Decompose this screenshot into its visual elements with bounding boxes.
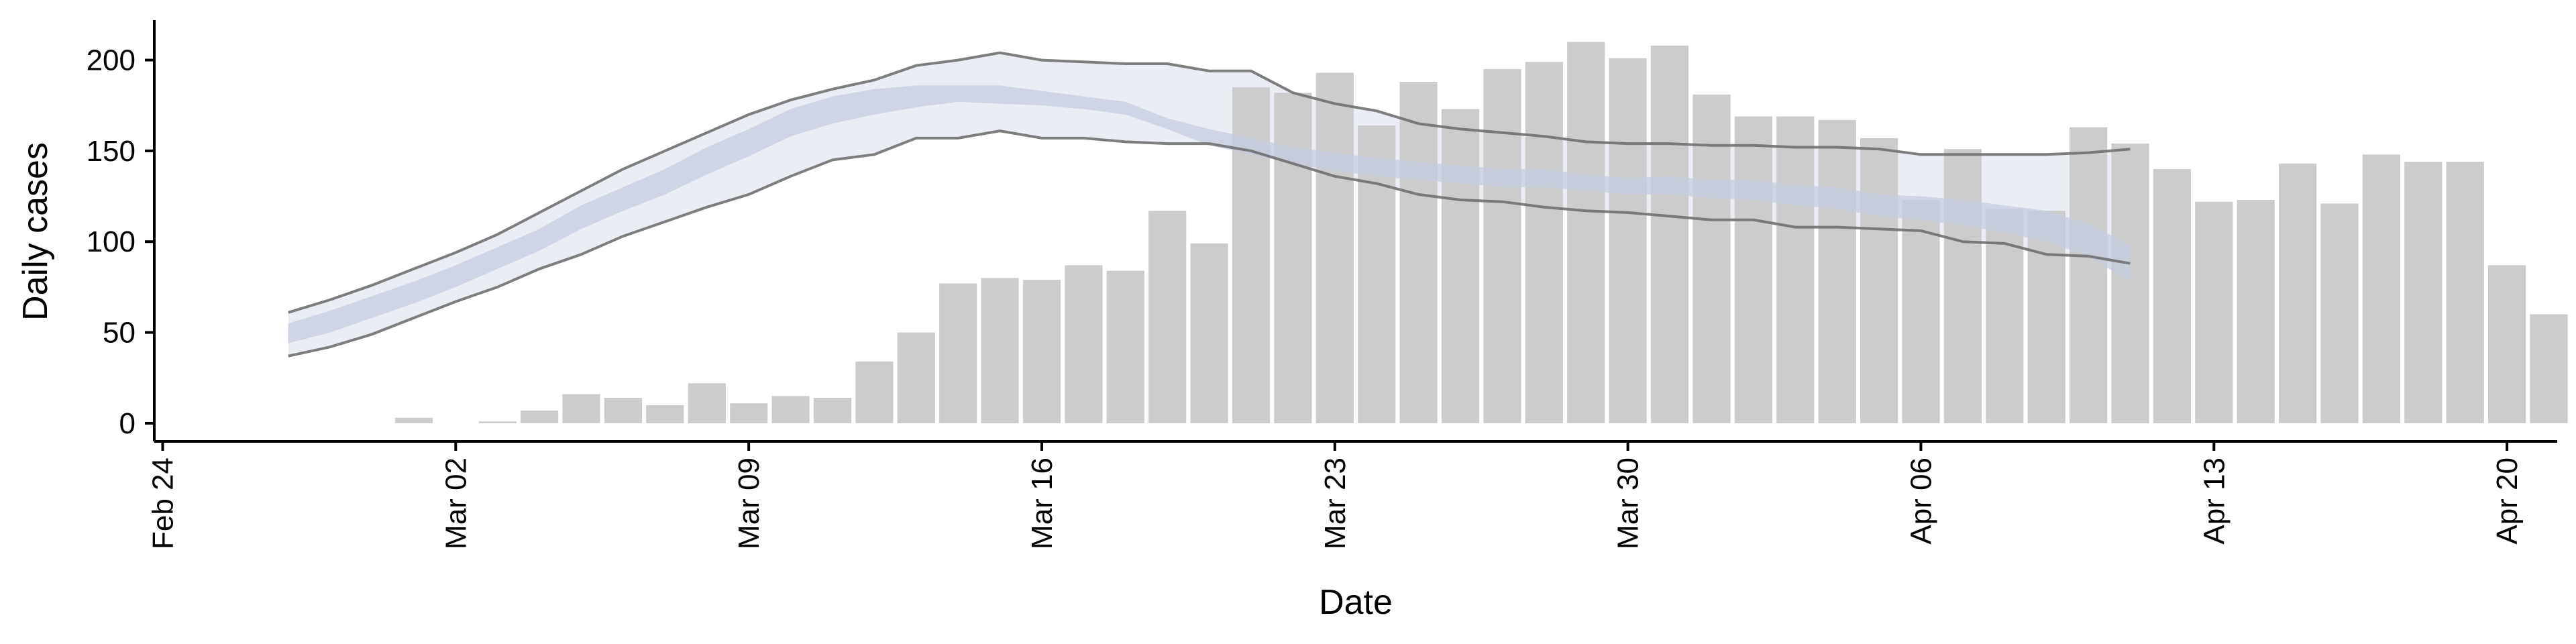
bar-day-24 bbox=[1148, 211, 1187, 423]
bar-day-21 bbox=[1022, 280, 1061, 423]
axes: 0 50 100 150 200 Feb 24 Mar 02 Mar 09 Mar 16 Mar … bbox=[87, 20, 2557, 549]
bar-day-13 bbox=[688, 383, 726, 423]
model-inner-band bbox=[288, 85, 2131, 343]
bar-day-55 bbox=[2446, 162, 2484, 423]
bar-day-10 bbox=[562, 394, 600, 423]
bar-day-44 bbox=[1986, 209, 2024, 423]
bar-day-54 bbox=[2404, 162, 2443, 423]
bar-day-18 bbox=[897, 332, 935, 423]
bar-day-25 bbox=[1190, 243, 1228, 423]
bar-day-32 bbox=[1483, 69, 1521, 423]
y-tick-label: 100 bbox=[87, 225, 136, 258]
y-axis-title: Daily cases bbox=[16, 142, 55, 321]
model-outer-interval-layer bbox=[288, 52, 2131, 356]
y-tick-label: 150 bbox=[87, 135, 136, 168]
bar-day-45 bbox=[2027, 211, 2065, 423]
bar-day-34 bbox=[1567, 42, 1605, 423]
bar-day-37 bbox=[1693, 95, 1731, 423]
bar-day-46 bbox=[2070, 127, 2108, 423]
y-tick-label: 200 bbox=[87, 44, 136, 77]
bar-day-53 bbox=[2362, 154, 2400, 423]
bar-day-43 bbox=[1943, 149, 1982, 423]
x-tick-label: Apr 13 bbox=[2198, 458, 2231, 545]
lower-bound-line bbox=[288, 129, 2131, 358]
x-tick-label: Mar 02 bbox=[439, 458, 472, 549]
bar-day-9 bbox=[521, 411, 559, 423]
x-tick-label: Apr 20 bbox=[2491, 458, 2524, 545]
bar-day-31 bbox=[1441, 109, 1480, 423]
y-tick-label: 50 bbox=[103, 317, 136, 350]
bar-day-39 bbox=[1776, 116, 1815, 423]
bar-day-15 bbox=[771, 396, 810, 423]
bar-day-49 bbox=[2195, 201, 2233, 423]
bar-day-42 bbox=[1902, 200, 1940, 423]
model-outer-band bbox=[288, 52, 2131, 356]
bar-day-35 bbox=[1609, 58, 1647, 423]
bar-day-30 bbox=[1399, 82, 1438, 423]
bar-day-38 bbox=[1734, 116, 1772, 423]
upper-bound-line bbox=[288, 51, 2131, 314]
x-axis-title: Date bbox=[1319, 583, 1393, 622]
bar-day-14 bbox=[730, 403, 768, 423]
x-tick-label: Mar 09 bbox=[733, 458, 765, 549]
bar-day-28 bbox=[1316, 72, 1354, 423]
bar-day-47 bbox=[2111, 144, 2149, 423]
bar-day-20 bbox=[981, 278, 1019, 423]
bar-day-57 bbox=[2530, 314, 2568, 423]
model-inner-band-layer bbox=[288, 85, 2131, 343]
bar-day-40 bbox=[1818, 119, 1856, 423]
bar-day-16 bbox=[813, 398, 852, 423]
bar-day-6 bbox=[394, 417, 433, 423]
bar-day-12 bbox=[646, 405, 684, 423]
bar-day-52 bbox=[2320, 203, 2359, 423]
bar-day-48 bbox=[2153, 169, 2191, 423]
model-bound-lines bbox=[288, 51, 2131, 358]
bar-day-41 bbox=[1860, 138, 1898, 423]
x-tick-label: Mar 23 bbox=[1319, 458, 1352, 549]
bar-day-8 bbox=[478, 421, 517, 423]
x-tick-label: Apr 06 bbox=[1905, 458, 1938, 545]
bar-day-56 bbox=[2488, 265, 2526, 423]
bar-day-51 bbox=[2279, 163, 2317, 423]
x-tick-label: Mar 30 bbox=[1612, 458, 1645, 549]
bar-day-19 bbox=[939, 283, 977, 423]
bar-day-33 bbox=[1525, 62, 1563, 424]
x-tick-label: Feb 24 bbox=[147, 458, 180, 549]
bar-day-23 bbox=[1106, 270, 1144, 423]
bar-day-27 bbox=[1274, 93, 1312, 424]
x-tick-label: Mar 16 bbox=[1026, 458, 1059, 549]
bar-day-22 bbox=[1065, 265, 1103, 423]
bar-day-17 bbox=[855, 361, 894, 423]
bar-day-36 bbox=[1650, 45, 1689, 423]
bar-day-50 bbox=[2237, 200, 2275, 423]
y-tick-label: 0 bbox=[119, 407, 136, 440]
daily-cases-bars bbox=[394, 42, 2568, 424]
bar-day-11 bbox=[604, 398, 642, 423]
